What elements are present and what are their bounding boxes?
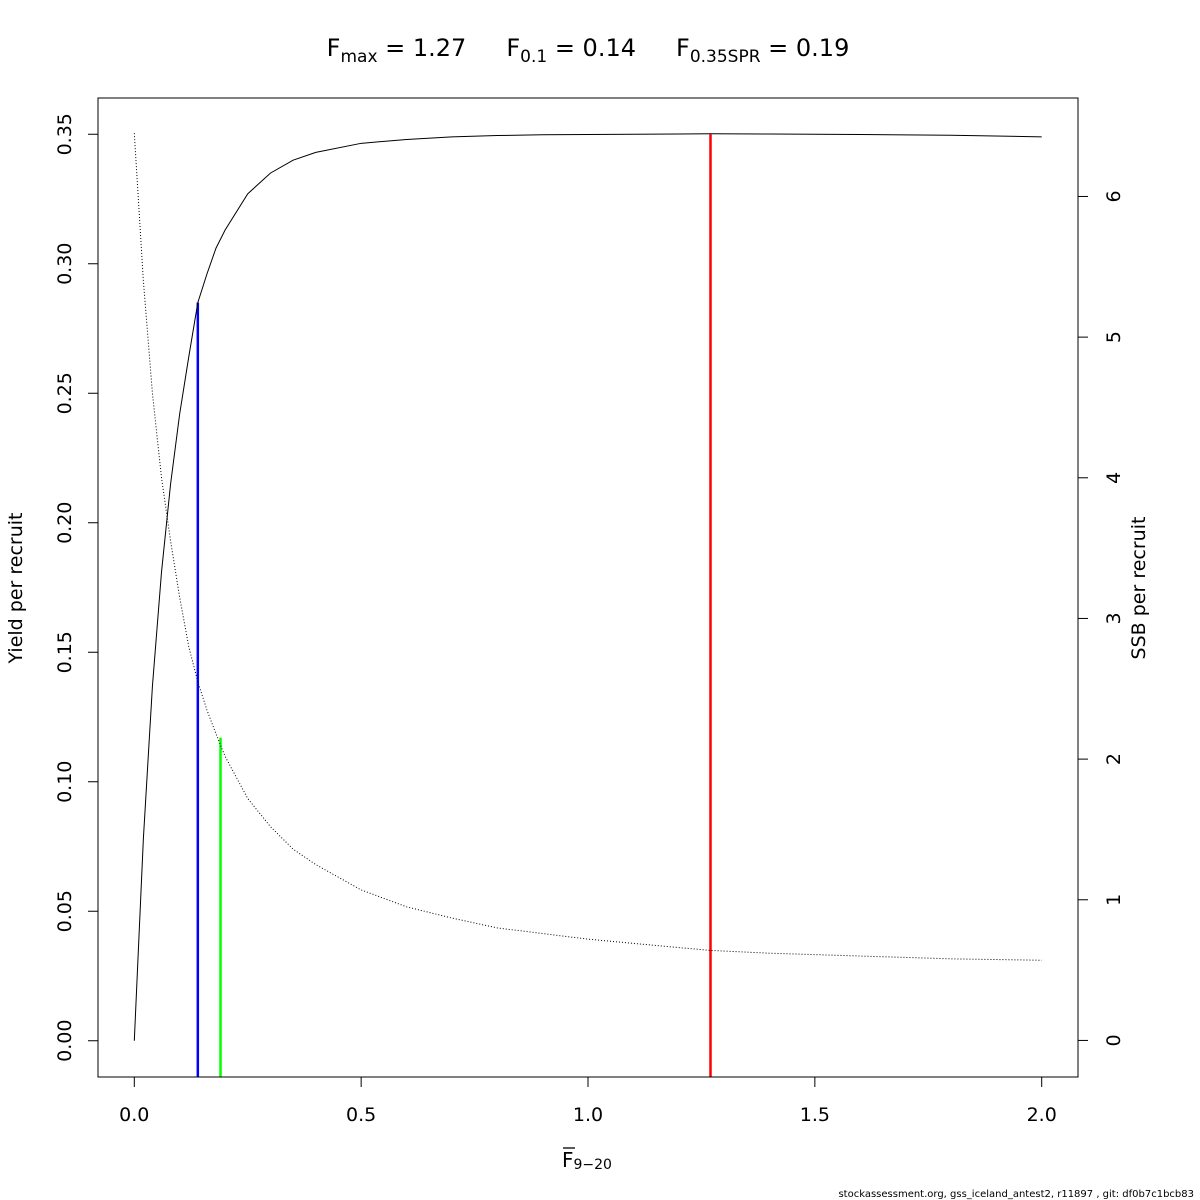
x-axis: 0.0 0.5 1.0 1.5 2.0: [119, 1076, 1057, 1126]
footer-caption: stockassessment.org, gss_iceland_antest2…: [838, 1189, 1194, 1200]
title-part-value: = 1.27: [378, 34, 467, 62]
x-axis-label: F9−20: [562, 1147, 612, 1173]
chart-title: Fmax = 1.27 F0.1 = 0.14 F0.35SPR = 0.19: [327, 34, 850, 67]
title-part-main: F: [676, 34, 690, 62]
title-part-sub: 0.35SPR: [690, 47, 761, 67]
reference-lines: [196, 134, 712, 1077]
x-axis-label-sub: 9−20: [574, 1157, 612, 1173]
y-axis-right-label: SSB per recruit: [1128, 517, 1150, 660]
y-left-tick-label: 0.15: [54, 631, 76, 673]
x-tick-label: 0.0: [119, 1104, 149, 1126]
y-axis-left: 0.00 0.05 0.10 0.15 0.20 0.25 0.30 0.35: [54, 113, 99, 1062]
y-right-tick-label: 3: [1103, 612, 1125, 624]
ssb-per-recruit-line: [133, 133, 1042, 961]
y-left-tick-label: 0.35: [54, 113, 76, 155]
plot-frame: [97, 97, 1079, 1078]
title-part-sub: 0.1: [520, 47, 547, 67]
title-part-sub: max: [340, 47, 377, 67]
x-tick-label: 1.0: [573, 1104, 603, 1126]
y-right-tick-label: 1: [1103, 894, 1125, 906]
title-part-main: F: [506, 34, 520, 62]
chart-title-text: Fmax = 1.27 F0.1 = 0.14 F0.35SPR = 0.19: [327, 34, 850, 67]
x-tick-label: 2.0: [1027, 1104, 1057, 1126]
y-axis-right: 0 1 2 3 4 5 6: [1077, 190, 1125, 1046]
title-part-main: F: [327, 34, 341, 62]
y-left-tick-label: 0.00: [54, 1020, 76, 1062]
y-left-tick-label: 0.25: [54, 372, 76, 414]
title-part-value: = 0.14: [547, 34, 636, 62]
y-right-tick-label: 0: [1103, 1034, 1125, 1046]
x-axis-label-main: F: [562, 1148, 574, 1172]
y-left-tick-label: 0.05: [54, 890, 76, 932]
x-tick-label: 0.5: [346, 1104, 376, 1126]
y-left-tick-label: 0.10: [54, 761, 76, 803]
title-part-value: = 0.19: [761, 34, 850, 62]
y-right-tick-label: 5: [1103, 331, 1125, 343]
x-tick-label: 1.5: [800, 1104, 830, 1126]
y-axis-left-label: Yield per recruit: [5, 513, 27, 665]
series-group: [133, 133, 1042, 1041]
y-right-tick-label: 6: [1103, 190, 1125, 202]
x-axis-label-text: F9−20: [562, 1148, 612, 1173]
y-left-tick-label: 0.30: [54, 243, 76, 285]
y-right-tick-label: 2: [1103, 753, 1125, 765]
yield-per-recruit-line: [133, 133, 1042, 1041]
y-right-tick-label: 4: [1103, 472, 1125, 484]
y-left-tick-label: 0.20: [54, 502, 76, 544]
